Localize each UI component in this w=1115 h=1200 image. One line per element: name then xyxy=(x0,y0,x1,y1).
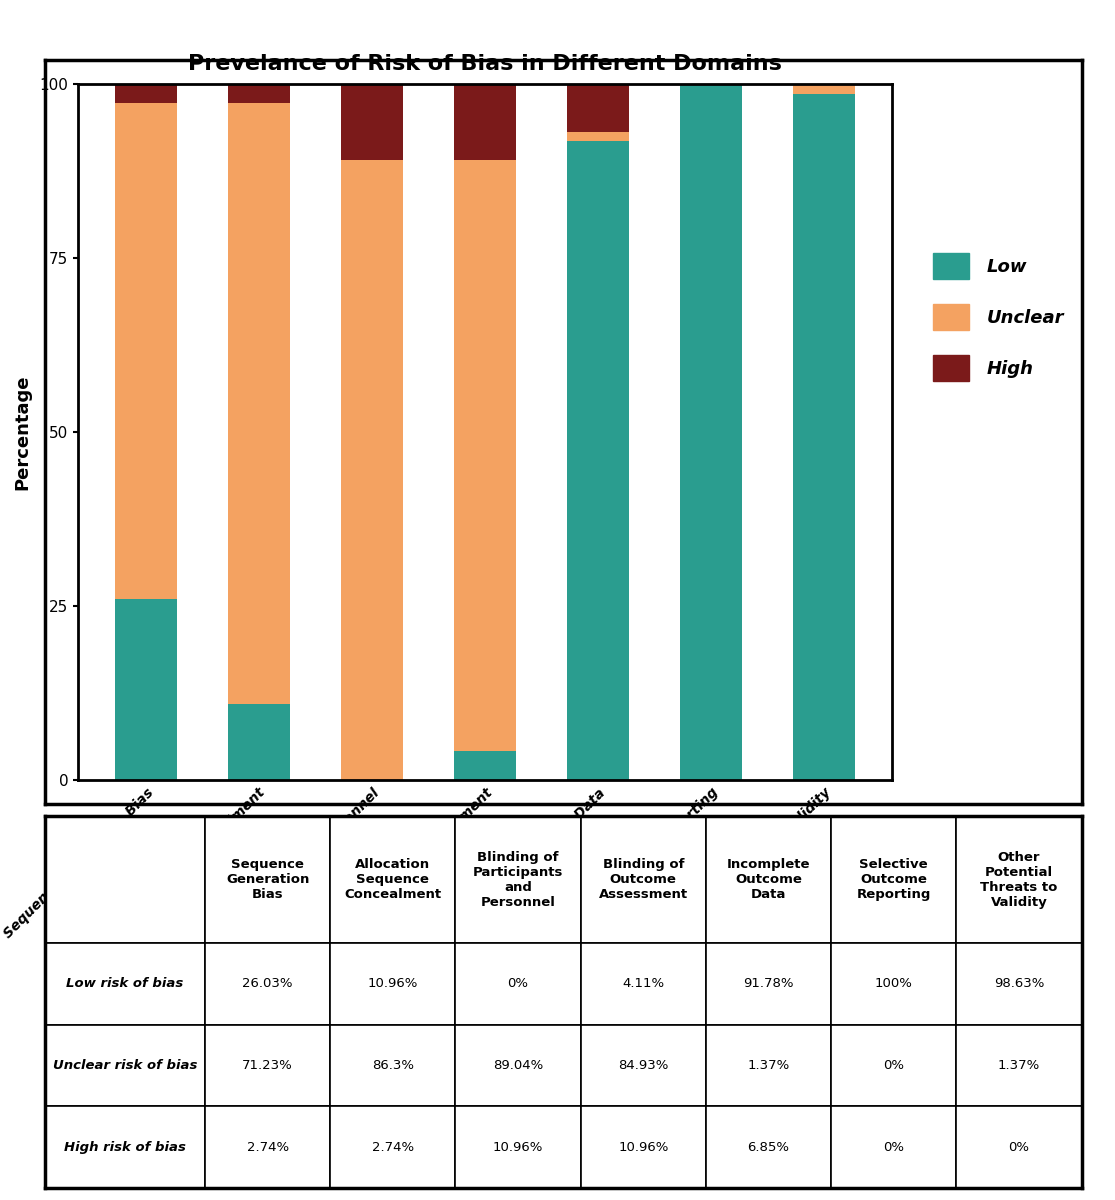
Y-axis label: Percentage: Percentage xyxy=(13,374,31,490)
Bar xyxy=(566,84,629,132)
Bar xyxy=(454,84,516,161)
Bar xyxy=(566,132,629,142)
Bar xyxy=(680,84,741,780)
Bar xyxy=(115,103,177,599)
Bar xyxy=(115,599,177,780)
Bar xyxy=(454,161,516,751)
Title: Prevelance of Risk of Bias in Different Domains: Prevelance of Risk of Bias in Different … xyxy=(188,54,782,74)
Bar xyxy=(793,84,855,94)
Bar xyxy=(341,161,404,780)
Bar xyxy=(229,84,290,103)
Bar xyxy=(229,703,290,780)
Bar xyxy=(793,94,855,780)
Legend: Low, Unclear, High: Low, Unclear, High xyxy=(925,246,1072,388)
Bar xyxy=(341,84,404,161)
Bar xyxy=(454,751,516,780)
Bar xyxy=(229,103,290,703)
Bar xyxy=(115,84,177,103)
Bar xyxy=(566,142,629,780)
